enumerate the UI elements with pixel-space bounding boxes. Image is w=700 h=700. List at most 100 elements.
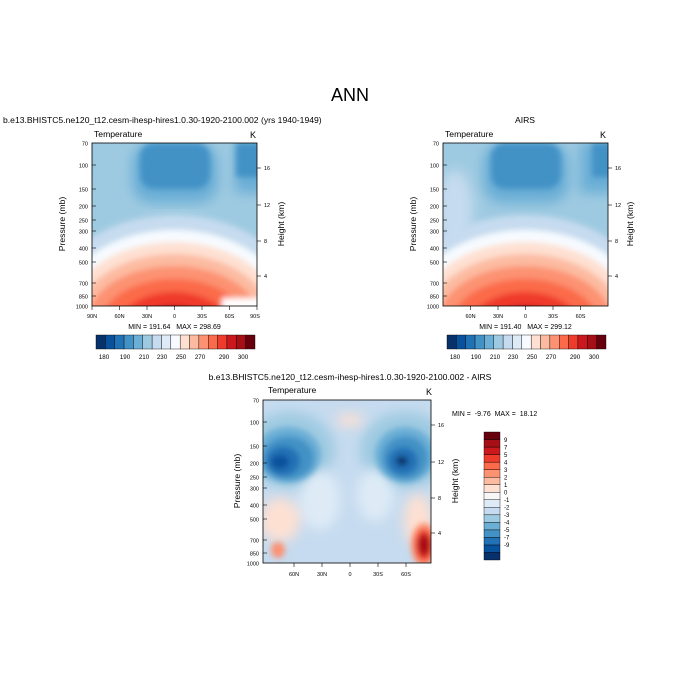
colorbar-label: -2 [504, 506, 510, 512]
colorbar-swatch [483, 461, 501, 470]
colorbar-label: 7 [504, 446, 508, 452]
y-tick: 500 [250, 518, 259, 524]
y-tick: 250 [250, 476, 259, 482]
colorbar-label: 210 [139, 354, 150, 361]
height-tick: 8 [438, 496, 441, 502]
y-tick: 70 [253, 399, 259, 405]
colorbar-swatch [568, 334, 579, 350]
y-tick: 400 [79, 247, 88, 253]
panel-diff-x-ticks: 60N 30N 0 30S 60S [289, 572, 411, 578]
x-tick: 30S [548, 314, 558, 320]
colorbar-swatch [133, 334, 143, 350]
y-tick: 1000 [247, 562, 259, 568]
colorbar-swatch [483, 476, 501, 485]
colorbar-swatch [483, 552, 501, 561]
colorbar-swatch [483, 499, 501, 508]
colorbar-swatch [521, 334, 532, 350]
colorbar-label: -4 [504, 521, 510, 527]
panel-model-ylabel: Pressure (mb) [57, 197, 67, 252]
panel-airs-field [443, 143, 608, 306]
colorbar-swatch [95, 334, 106, 350]
colorbar-swatch [217, 334, 228, 350]
colorbar-label: -9 [504, 543, 510, 549]
colorbar-swatch [483, 507, 501, 516]
panel-airs-title: AIRS [515, 115, 535, 125]
colorbar-swatch [484, 334, 494, 350]
colorbar-swatch [170, 334, 181, 350]
x-tick: 0 [524, 314, 527, 320]
y-tick: 70 [82, 142, 88, 148]
colorbar-swatch [446, 334, 457, 350]
x-tick: 60N [114, 314, 124, 320]
colorbar-label: 4 [504, 461, 508, 467]
colorbar-label: 0 [504, 491, 508, 497]
colorbar-swatch [483, 446, 501, 455]
colorbar-label: -1 [504, 498, 510, 504]
y-tick: 200 [250, 462, 259, 468]
y-tick: 700 [79, 282, 88, 288]
panel-model-field [92, 143, 257, 306]
panel-diff-ylabel: Pressure (mb) [232, 454, 242, 509]
height-tick: 12 [438, 460, 444, 466]
y-tick: 500 [79, 261, 88, 267]
y-tick: 150 [79, 188, 88, 194]
panel-airs-stats: MIN = 191.40 MAX = 299.12 [479, 324, 572, 331]
y-tick: 300 [79, 230, 88, 236]
colorbar-swatch [142, 334, 153, 350]
height-tick: 8 [615, 239, 618, 245]
y-tick: 200 [430, 205, 439, 211]
panel-diff-ylabel-right: Height (km) [450, 459, 460, 504]
colorbar-swatch [483, 492, 501, 500]
colorbar-label: 180 [450, 354, 461, 361]
y-tick: 400 [250, 504, 259, 510]
height-tick: 16 [615, 166, 621, 172]
panel-airs-ylabel: Pressure (mb) [408, 197, 418, 252]
colorbar-swatch [189, 334, 200, 350]
colorbar-swatch [483, 522, 501, 531]
y-tick: 150 [430, 188, 439, 194]
y-tick: 700 [430, 282, 439, 288]
x-tick: 60S [576, 314, 586, 320]
panel-airs-subtitle: Temperature [445, 129, 493, 139]
y-tick: 500 [430, 261, 439, 267]
height-tick: 4 [438, 531, 441, 537]
height-tick: 8 [264, 239, 267, 245]
colorbar-swatch [502, 334, 513, 350]
x-tick: 0 [173, 314, 176, 320]
colorbar-swatch [596, 334, 607, 350]
panel-airs-colorbar-labels: 180 190 210 230 250 270 290 300 [450, 354, 600, 361]
panel-model-y-ticks: 70 100 150 200 250 300 400 500 700 850 1… [76, 142, 88, 311]
x-tick: 30N [317, 572, 327, 578]
y-tick: 1000 [427, 305, 439, 311]
x-tick: 60S [401, 572, 411, 578]
colorbar-swatch [483, 454, 501, 463]
colorbar-label: 1 [504, 483, 508, 489]
colorbar-label: -7 [504, 536, 510, 542]
colorbar-swatch [474, 334, 485, 350]
x-tick: 90N [87, 314, 97, 320]
colorbar-label: 2 [504, 476, 508, 482]
colorbar-label: 270 [546, 354, 557, 361]
y-tick: 100 [250, 421, 259, 427]
colorbar-swatch [236, 334, 246, 350]
y-tick: 150 [250, 445, 259, 451]
panel-airs-units: K [600, 130, 606, 140]
panel-diff-colorbar [483, 431, 501, 561]
colorbar-label: 300 [589, 354, 600, 361]
colorbar-label: 3 [504, 468, 508, 474]
y-tick: 300 [250, 487, 259, 493]
colorbar-label: 190 [471, 354, 482, 361]
colorbar-swatch [465, 334, 476, 350]
panel-airs-right-ticks: 16 12 8 4 [615, 166, 621, 280]
colorbar-swatch [483, 431, 501, 440]
y-tick: 70 [433, 142, 439, 148]
colorbar-swatch [198, 334, 209, 350]
colorbar-label: -3 [504, 513, 510, 519]
colorbar-label: 290 [570, 354, 581, 361]
colorbar-swatch [161, 334, 172, 350]
panel-model-right-ticks: 16 12 8 4 [264, 166, 270, 280]
x-tick: 30S [373, 572, 383, 578]
y-tick: 200 [79, 205, 88, 211]
